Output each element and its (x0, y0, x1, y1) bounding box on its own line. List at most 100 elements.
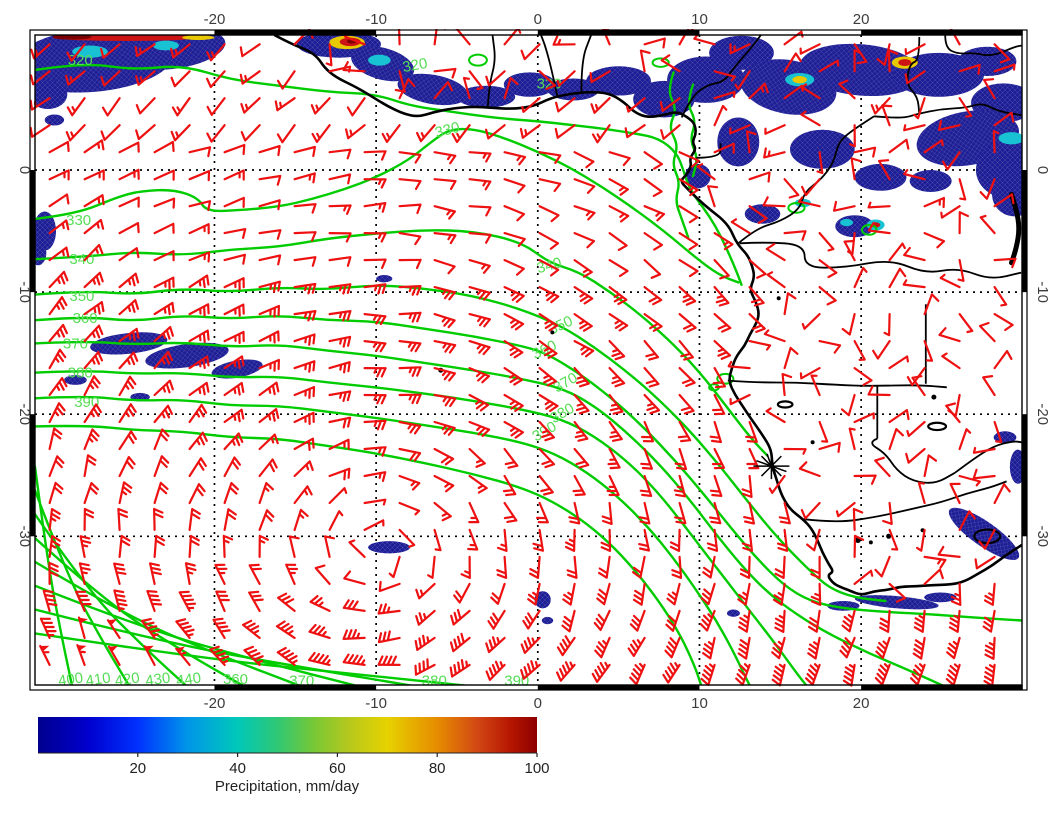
wind-barb (308, 651, 331, 666)
wind-barb (485, 636, 506, 654)
wind-barb (801, 313, 821, 330)
wind-barb (48, 348, 67, 370)
wind-barbs (29, 29, 1017, 687)
wind-barb (713, 90, 736, 100)
wind-barb (468, 501, 480, 524)
wind-barb (993, 420, 1003, 443)
wind-barb (66, 97, 86, 117)
wind-barb (911, 375, 926, 397)
wind-barb (503, 286, 525, 303)
contour-label: 380 (68, 365, 93, 382)
wind-barb (762, 196, 786, 208)
wind-barb (276, 124, 296, 144)
wind-barb (503, 501, 518, 523)
wind-barb (707, 185, 719, 208)
wind-barb (276, 70, 296, 90)
wind-barb (277, 592, 296, 612)
wind-barb (766, 271, 786, 289)
contour-ring (860, 223, 878, 236)
wind-barb (363, 202, 387, 213)
wind-barb (153, 326, 174, 343)
wind-barb (923, 454, 938, 478)
wind-barb (556, 661, 576, 682)
wind-barb (711, 447, 725, 470)
lat-tick-label-right: -20 (1034, 403, 1051, 425)
wind-barb (713, 142, 735, 154)
axis-labels: -20 -20 -10 -10 0 0 10 10 20 20 0 0 -10 -10 -20 -20 -30 -… (16, 11, 1051, 712)
contour-label: 370 (289, 672, 314, 689)
wind-barb (554, 124, 576, 139)
wind-barb (743, 501, 755, 525)
wind-barb (678, 259, 699, 278)
wind-barb (783, 292, 797, 316)
wind-barb (677, 420, 692, 443)
wind-barb (223, 456, 241, 478)
wind-barb (363, 393, 387, 405)
wind-barb (853, 569, 874, 585)
wind-barb (223, 253, 246, 265)
wind-barb (310, 97, 331, 115)
wind-barb (538, 70, 557, 90)
wind-barb (853, 266, 868, 289)
wind-barb (606, 474, 620, 497)
wind-barb (328, 283, 352, 295)
wind-barb (678, 393, 695, 415)
wind-barb (709, 474, 723, 497)
colorbar-tick-label: 40 (229, 760, 246, 777)
wind-barb (958, 97, 973, 118)
wind-barb (79, 535, 92, 558)
wind-barb (801, 178, 821, 197)
wind-barb (520, 660, 541, 680)
wind-barb (214, 563, 228, 585)
wind-barb (118, 222, 140, 235)
wind-barb (678, 286, 697, 306)
wind-barb (188, 355, 210, 370)
country-border (580, 35, 592, 92)
wind-barb (503, 420, 524, 439)
wind-barb (388, 555, 401, 579)
wind-barb (258, 358, 280, 372)
wind-barb (293, 203, 317, 214)
wind-barb (906, 420, 926, 437)
wind-barb (564, 528, 576, 552)
wind-barb (629, 662, 646, 686)
lat-tick-label-left: -30 (16, 525, 33, 547)
wind-barb (638, 528, 650, 552)
wind-barb (958, 510, 976, 531)
wind-barb (30, 43, 51, 60)
wind-barb (449, 659, 471, 678)
wind-barb (153, 350, 174, 370)
terrain-dot (810, 440, 815, 445)
wind-barb (433, 205, 456, 220)
wind-barb (293, 310, 317, 322)
wind-barb (328, 467, 351, 481)
wind-barb (48, 377, 68, 397)
wind-barb (783, 230, 807, 241)
wind-barb (48, 427, 63, 451)
wind-barb (727, 360, 751, 370)
wind-barb (671, 555, 683, 579)
wind-barb (573, 178, 596, 194)
wind-barb (783, 178, 800, 199)
contour-label: 420 (114, 669, 141, 689)
wind-barb (913, 609, 926, 633)
wind-barb (293, 231, 317, 242)
wind-barb (678, 232, 699, 251)
wind-barb (958, 63, 981, 75)
wind-barb (713, 232, 734, 251)
colorbar-caption: Precipitation, mm/day (214, 778, 360, 795)
wind-barb (572, 474, 586, 497)
precip-core (368, 54, 391, 66)
wind-barb (377, 655, 401, 666)
precip-core (898, 59, 912, 67)
precip-core (182, 35, 215, 41)
wind-barb (883, 313, 891, 337)
wind-barb (363, 232, 387, 243)
wind-barb (643, 367, 660, 388)
wind-barb (485, 124, 506, 140)
wind-barb (946, 636, 961, 660)
wind-barb (118, 375, 137, 397)
wind-barb (416, 124, 436, 143)
wind-barb (624, 124, 646, 139)
wind-barb (818, 420, 829, 443)
